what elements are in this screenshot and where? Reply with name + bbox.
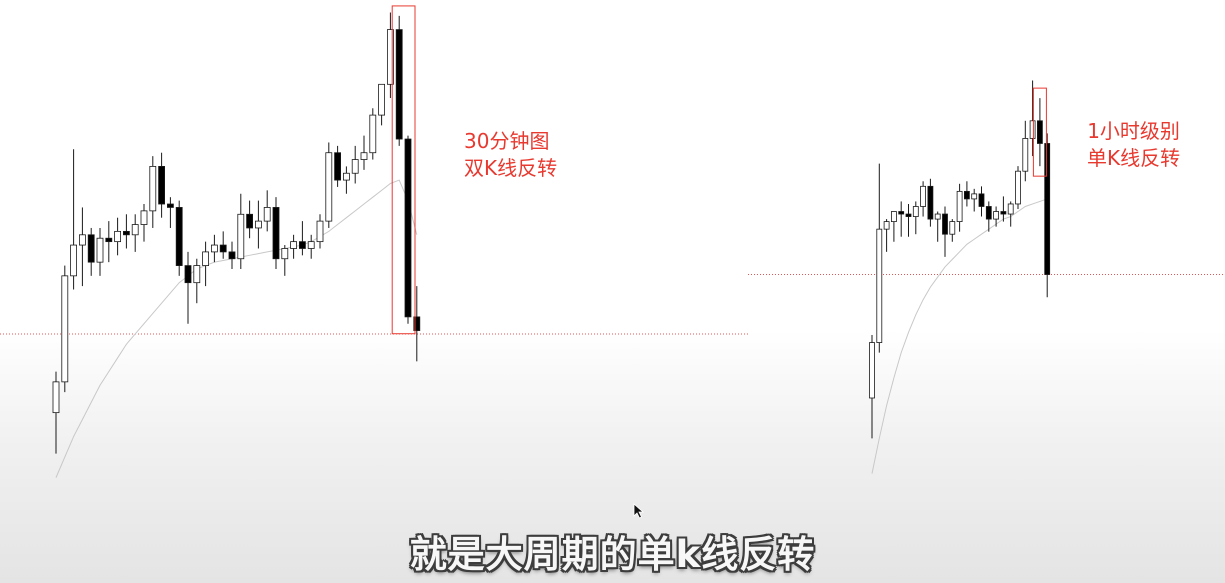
chart-30min-candle-body bbox=[325, 152, 333, 222]
chart-30min-candle-body bbox=[298, 241, 306, 249]
chart-30min-candle-body bbox=[166, 203, 174, 208]
chart-1hour-candle-body bbox=[1037, 120, 1043, 144]
chart-30min-candle-body bbox=[228, 251, 236, 260]
chart-30min-candle-body bbox=[210, 244, 218, 253]
chart-30min-candle-body bbox=[70, 244, 77, 277]
chart-1hour-candle-body bbox=[912, 206, 919, 217]
chart-1hour-candle-body bbox=[1022, 138, 1029, 172]
chart-1hour-candle-body bbox=[891, 211, 897, 223]
chart-30min-candle-body bbox=[246, 213, 254, 229]
chart-1hour-candle-body bbox=[949, 221, 956, 235]
chart-30min-candle-body bbox=[378, 83, 386, 116]
chart-1hour-candle-body bbox=[993, 211, 999, 220]
chart-30min-candle-body bbox=[140, 210, 148, 225]
chart-1hour bbox=[748, 80, 1225, 474]
chart-30min-moving-average bbox=[55, 179, 418, 478]
annotation-1hour-line2: 单K线反转 bbox=[1087, 146, 1181, 170]
chart-1hour-candle-body bbox=[920, 185, 926, 207]
chart-30min-candle-body bbox=[342, 172, 350, 181]
chart-30min-candle-body bbox=[272, 207, 280, 260]
chart-30min-candle-body bbox=[219, 244, 227, 253]
annotation-1hour: 1小时级别 单K线反转 bbox=[1087, 118, 1180, 172]
chart-30min-candle-body bbox=[386, 29, 394, 85]
chart-30min-candle-body bbox=[237, 213, 245, 260]
chart-30min-candle-body bbox=[193, 265, 201, 284]
chart-30min-candle-body bbox=[96, 237, 104, 263]
chart-30min-candle-body bbox=[184, 265, 192, 284]
annotation-30min-line1: 30分钟图 bbox=[464, 129, 550, 153]
chart-1hour-candle-body bbox=[1000, 211, 1007, 215]
chart-1hour-candle-body bbox=[876, 228, 883, 343]
chart-1hour-candle-body bbox=[883, 221, 890, 230]
chart-1hour-candle-body bbox=[942, 213, 948, 235]
chart-30min-candle-body bbox=[281, 248, 289, 260]
chart-1hour-candle-body bbox=[978, 193, 985, 207]
chart-1hour-candle-body bbox=[1007, 203, 1014, 215]
annotation-1hour-line1: 1小时级别 bbox=[1087, 119, 1180, 143]
chart-30min-candle-body bbox=[395, 29, 403, 140]
chart-1hour-highlight-box bbox=[1032, 87, 1047, 177]
chart-30min-candle-body bbox=[202, 251, 210, 266]
chart-30min-candle-body bbox=[175, 207, 183, 266]
chart-30min-candle-body bbox=[52, 381, 60, 414]
chart-30min-candle-body bbox=[360, 152, 368, 160]
chart-1hour-candle-body bbox=[1015, 170, 1021, 205]
chart-1hour-candle-body bbox=[971, 193, 978, 200]
chart-1hour-moving-average bbox=[871, 198, 1048, 474]
chart-30min-candle-body bbox=[369, 114, 377, 154]
chart-1hour-candle-body bbox=[956, 190, 963, 223]
annotation-30min-line2: 双K线反转 bbox=[464, 156, 558, 180]
chart-1hour-candle-body bbox=[898, 211, 905, 215]
chart-30min-candle-body bbox=[316, 220, 324, 243]
mouse-pointer-icon bbox=[633, 503, 645, 519]
chart-1hour-candle-body bbox=[869, 342, 875, 399]
chart-1hour-candle-body bbox=[985, 206, 992, 220]
chart-30min-candle-body bbox=[149, 165, 157, 212]
annotation-30min: 30分钟图 双K线反转 bbox=[464, 128, 557, 182]
chart-30min-candle-body bbox=[307, 241, 315, 249]
chart-30min-candle-body bbox=[79, 234, 86, 246]
chart-30min-candle-body bbox=[351, 159, 359, 174]
chart-30min-candle-body bbox=[254, 220, 262, 229]
chart-30min bbox=[0, 5, 748, 478]
chart-30min-candle-body bbox=[334, 152, 342, 181]
chart-30min-candle-body bbox=[123, 230, 130, 236]
chart-1hour-candle-body bbox=[1029, 120, 1036, 139]
chart-30min-candle-body bbox=[87, 234, 95, 263]
chart-30min-candle-body bbox=[290, 241, 298, 249]
chart-30min-candle-body bbox=[61, 275, 69, 383]
chart-1hour-candle-body bbox=[927, 185, 934, 220]
chart-30min-candle-body bbox=[131, 224, 139, 236]
video-subtitle: 就是大周期的单k线反转 bbox=[409, 533, 816, 576]
chart-30min-candle-body bbox=[404, 138, 412, 318]
chart-30min-candle-body bbox=[105, 237, 113, 243]
chart-30min-highlight-box bbox=[391, 5, 416, 335]
chart-1hour-candle-body bbox=[905, 213, 912, 217]
chart-1hour-candle-body bbox=[934, 213, 941, 220]
chart-1hour-candle-body bbox=[1044, 143, 1051, 275]
chart-30min-candle-body bbox=[158, 165, 166, 205]
chart-30min-candle-body bbox=[413, 316, 421, 331]
chart-30min-candle-body bbox=[263, 207, 271, 222]
chart-1hour-candle-body bbox=[964, 190, 970, 200]
chart-30min-candle-body bbox=[114, 230, 121, 243]
